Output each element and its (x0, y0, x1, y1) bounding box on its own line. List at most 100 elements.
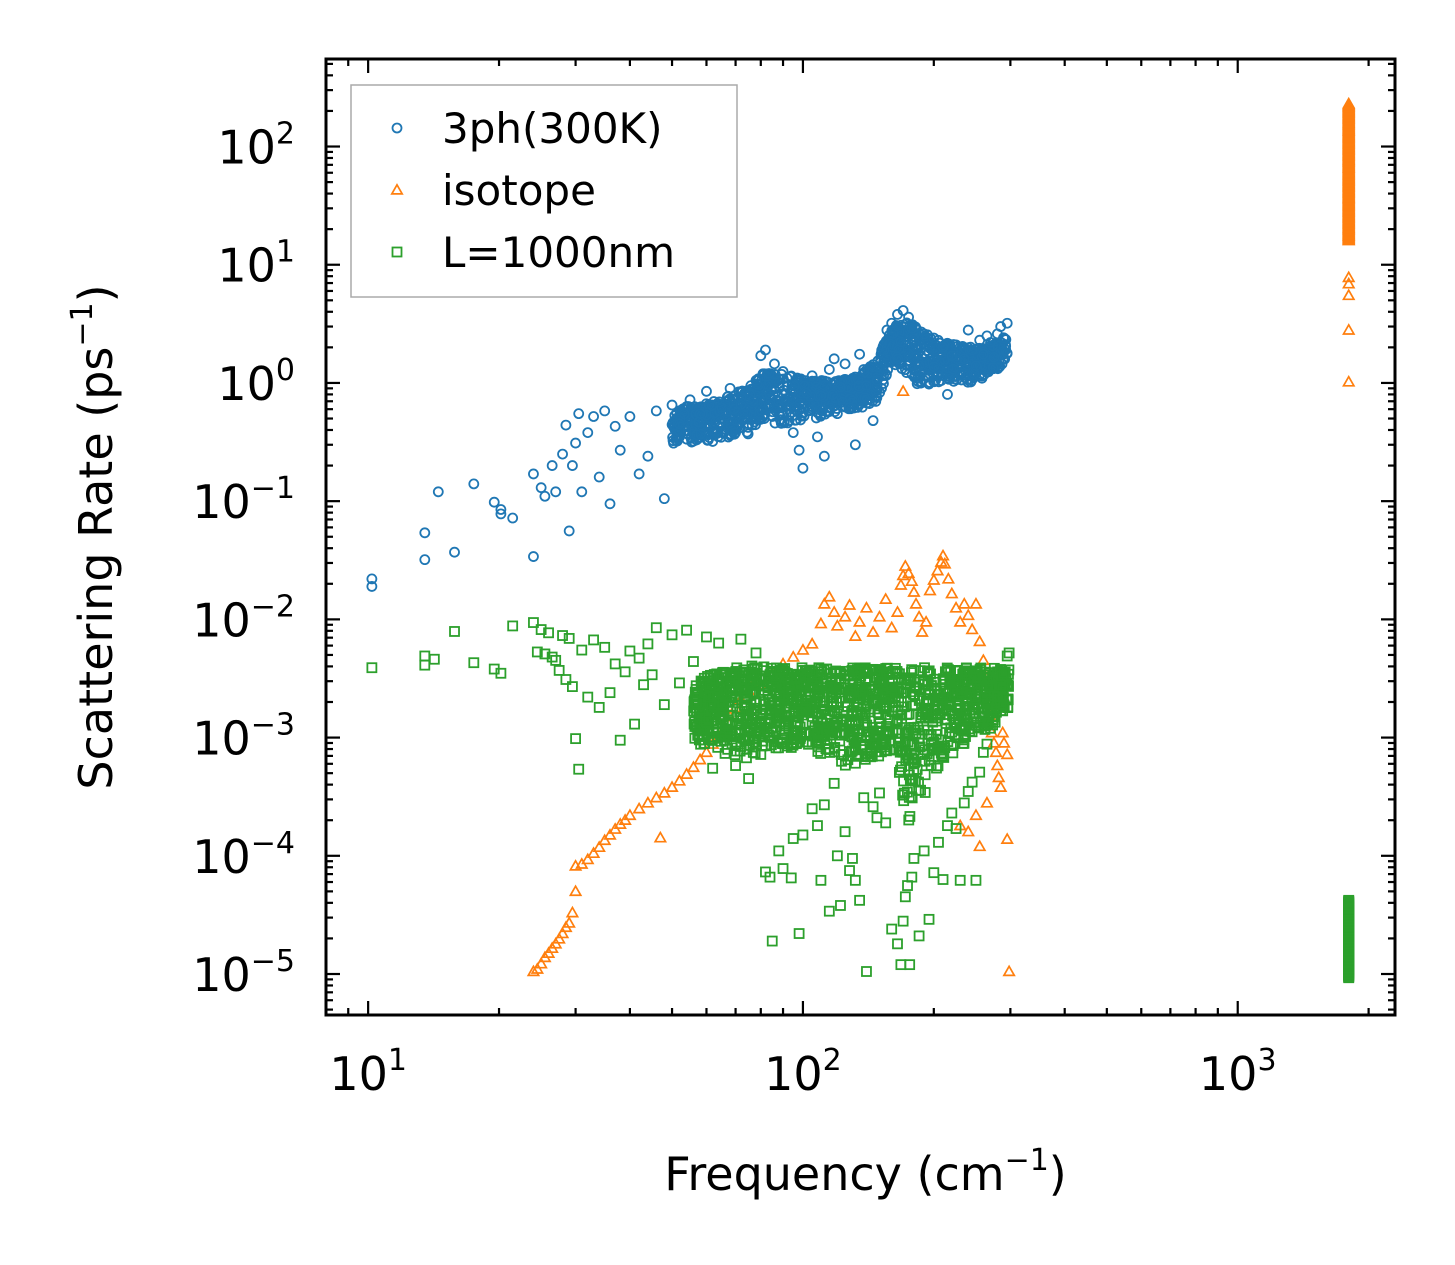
legend-label-1: isotope (442, 166, 596, 215)
series-2-band-point (988, 690, 1000, 702)
y-tick-label: 10−1 (192, 471, 295, 529)
series-2-point (913, 930, 925, 942)
series-2-point (546, 651, 558, 663)
series-2-point (844, 865, 855, 876)
series-2-point (835, 900, 846, 911)
legend-label-0: 3ph(300K) (442, 104, 662, 153)
series-1-point (555, 926, 570, 939)
series-0-band-point (712, 426, 724, 438)
legend-marker-1 (390, 183, 404, 195)
series-0-band-point (763, 368, 775, 379)
series-2-band-point (956, 725, 968, 736)
series-2-band-point (881, 669, 892, 680)
series-2-band-point (789, 733, 801, 744)
series-1-point (992, 770, 1006, 783)
series-2-point (908, 853, 920, 864)
series-0-band-point (979, 368, 990, 380)
series-2-point (573, 763, 585, 775)
series-2-point (428, 653, 440, 665)
series-2-band-point (754, 719, 766, 730)
series-1-point (894, 578, 908, 590)
series-0-point (946, 350, 958, 362)
series-2-band-point (903, 814, 915, 826)
series-2-point (563, 633, 575, 644)
series-2-point (923, 913, 935, 925)
y-tick-label: 100 (217, 353, 295, 411)
series-2-band-point (970, 691, 982, 703)
series-2-band-point (749, 730, 761, 742)
series-0-point (666, 399, 678, 411)
series-0-band-point (667, 435, 679, 447)
series-2-point (646, 669, 658, 681)
series-0-band-point (794, 398, 805, 410)
series-2-point (781, 740, 793, 752)
series-0-point (839, 358, 851, 370)
series-2-point (560, 674, 572, 685)
x-tick-label: 103 (1199, 1043, 1277, 1101)
y-tick-label: 102 (217, 117, 295, 175)
series-2-band-point (788, 708, 800, 720)
series-2-band-point (907, 700, 918, 712)
series-1-point (852, 615, 867, 627)
series-1-point (973, 634, 987, 647)
series-0-point (876, 344, 888, 356)
series-2-band-point (934, 744, 946, 756)
series-0-point (495, 508, 507, 520)
series-0-point (903, 311, 915, 323)
series-2-band-point (928, 736, 940, 748)
series-1-point (842, 598, 857, 610)
series-1-point (552, 932, 566, 944)
series-2-band-point (843, 746, 855, 757)
series-0-point (801, 387, 813, 399)
series-2-point (539, 648, 551, 660)
series-2-point (958, 797, 970, 809)
series-0-point (777, 366, 789, 377)
series-0-band-point (700, 402, 712, 414)
series-1-point (526, 964, 541, 977)
series-0-point (507, 512, 519, 524)
series-0-band-point (691, 429, 703, 441)
series-2-point (624, 645, 636, 657)
series-0-point (614, 444, 626, 456)
series-1-point (672, 773, 687, 786)
series-2-band-point (997, 705, 1009, 717)
series-2-point (366, 662, 378, 674)
series-0-point (716, 402, 727, 413)
series-1-point (565, 905, 580, 918)
series-2-point (818, 799, 830, 811)
series-0-band-point (779, 415, 790, 427)
series-1-point (909, 597, 923, 609)
series-0-point (897, 305, 909, 316)
series-1-point (969, 597, 983, 609)
series-2-column-point (1343, 894, 1355, 906)
series-0-point (906, 322, 918, 334)
series-0-point (449, 546, 460, 558)
series-2-band-point (800, 672, 811, 684)
series-1-point (885, 620, 899, 633)
series-2-band-point (738, 683, 750, 695)
series-2-point (995, 679, 1007, 691)
series-2-point (666, 629, 678, 641)
series-2-point (495, 667, 507, 679)
series-0-point (432, 486, 444, 498)
series-2-band-point (758, 665, 769, 677)
series-2-point (937, 874, 949, 885)
series-0-point (419, 527, 431, 539)
series-0-point (773, 408, 785, 420)
series-0-point (886, 317, 898, 329)
series-2-point (918, 845, 930, 857)
series-2-band-point (898, 775, 909, 787)
x-tick-label: 101 (329, 1043, 407, 1101)
series-2-band-point (885, 682, 897, 693)
series-2-band-point (703, 714, 715, 726)
series-2-band-point (749, 736, 761, 748)
series-0-point (918, 328, 930, 340)
series-1-point (686, 760, 701, 773)
series-0-point (760, 344, 771, 356)
series-1-point (890, 605, 905, 617)
series-2-band-point (936, 751, 948, 763)
plot-frame (324, 57, 1397, 1017)
series-1-point (965, 622, 979, 635)
series-0-point (735, 392, 747, 404)
series-2-band-point (699, 738, 711, 749)
